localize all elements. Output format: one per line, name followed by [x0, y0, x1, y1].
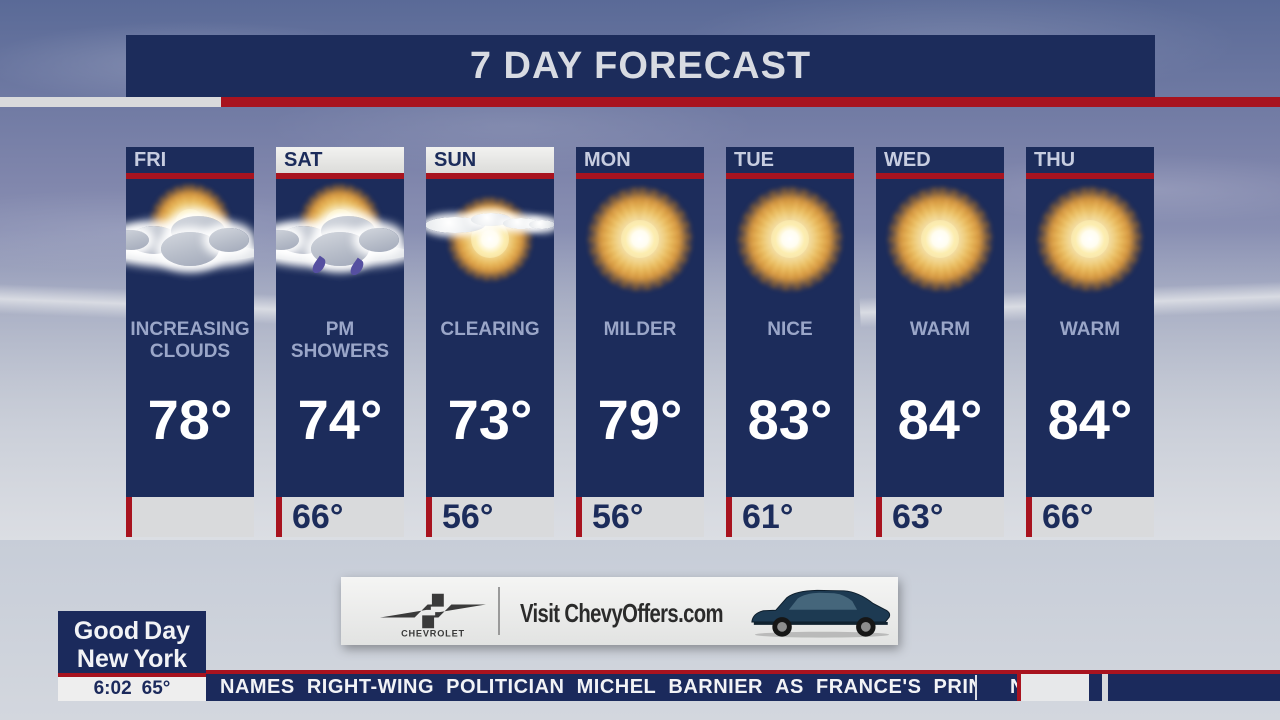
- svg-text:CHEVROLET: CHEVROLET: [401, 628, 465, 638]
